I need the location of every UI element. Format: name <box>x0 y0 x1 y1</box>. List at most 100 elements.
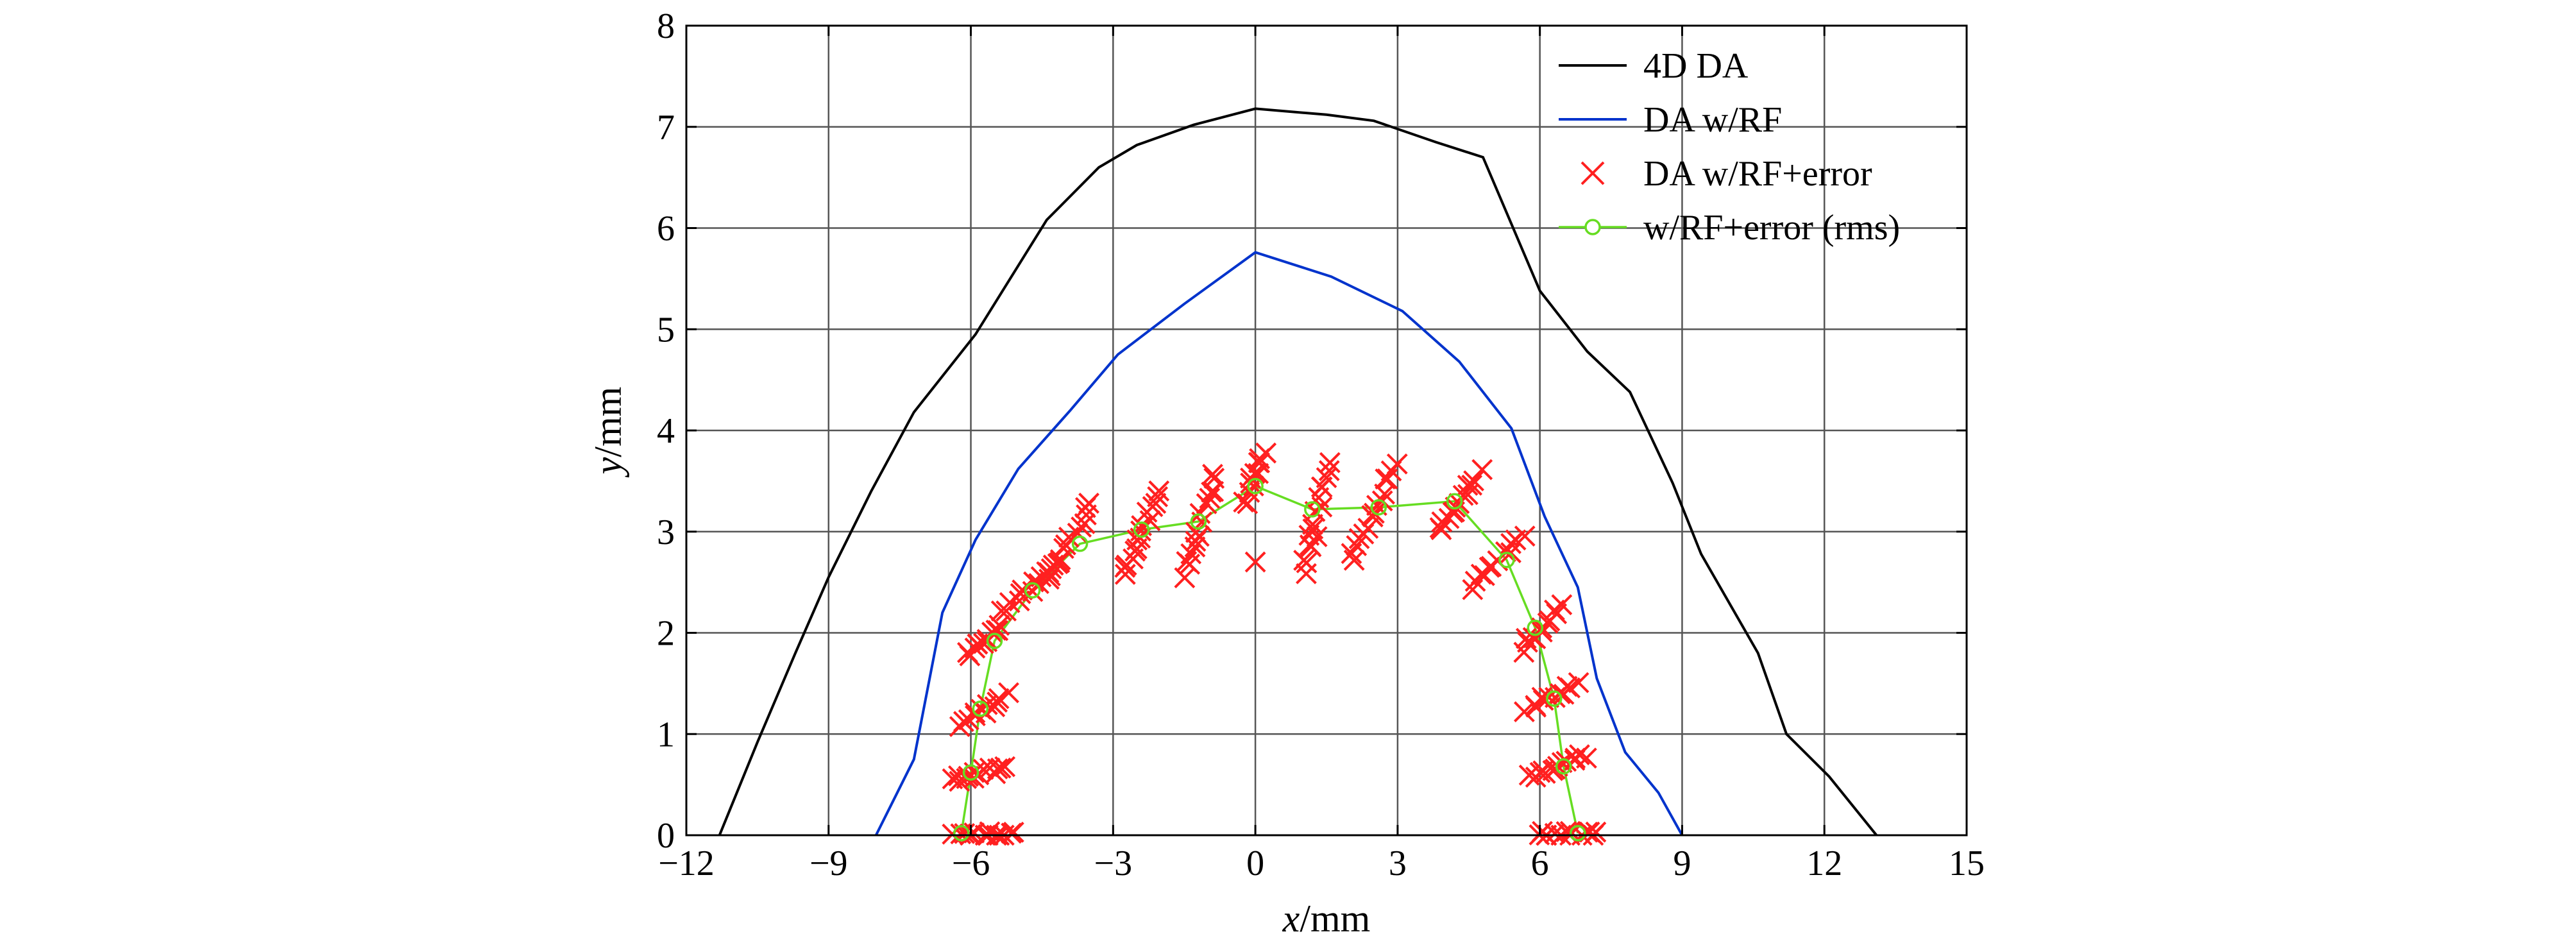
error-point <box>1346 535 1368 557</box>
cross-stroke <box>1471 459 1493 480</box>
error-point <box>1202 463 1223 485</box>
cross-stroke <box>1174 567 1196 589</box>
error-point <box>1319 452 1341 473</box>
error-point <box>987 620 1009 641</box>
error-point <box>1386 453 1408 475</box>
plot-series <box>718 107 1878 846</box>
cross-stroke <box>1255 442 1277 464</box>
error-point <box>1318 460 1340 482</box>
rms-point <box>962 764 979 781</box>
x-tick-label: 12 <box>1806 844 1842 883</box>
cross-stroke <box>1500 542 1521 563</box>
series-line-4d-da <box>718 107 1878 837</box>
cross-stroke <box>1306 526 1328 548</box>
y-tick-label: 4 <box>657 411 675 451</box>
error-point <box>1185 522 1207 543</box>
cross-stroke <box>1239 482 1260 503</box>
cross-stroke <box>1302 514 1323 535</box>
cross-stroke <box>1078 493 1099 514</box>
x-tick-label: −9 <box>809 844 848 883</box>
series-line-da-w-rf <box>874 251 1684 836</box>
rms-point <box>953 825 970 842</box>
error-point <box>1074 513 1096 534</box>
error-point <box>1461 474 1483 496</box>
error-point <box>1067 522 1089 544</box>
rms-point <box>1190 513 1207 530</box>
cross-stroke <box>1067 522 1089 544</box>
rms-point <box>1446 493 1463 510</box>
cross-stroke <box>1233 491 1255 513</box>
error-point <box>1196 493 1217 514</box>
x-tick-label: 0 <box>1246 844 1264 883</box>
legend-label: 4D DA <box>1643 46 1749 86</box>
error-point <box>1244 551 1266 573</box>
legend-item: DA w/RF+error <box>1580 154 1872 194</box>
cross-stroke <box>1319 452 1341 473</box>
cross-stroke <box>988 615 1010 636</box>
error-point <box>998 682 1019 704</box>
cross-stroke <box>1003 821 1024 843</box>
legend: 4D DA DA w/RF DA w/RF+error w/RF+error (rms… <box>1559 46 1900 248</box>
legend-item: DA w/RF <box>1559 100 1782 140</box>
x-axis-title: x/mm <box>1282 897 1371 940</box>
error-point <box>1500 542 1521 563</box>
y-tick-label: 8 <box>657 6 675 46</box>
y-axis-var: y <box>587 457 629 478</box>
grid-lines <box>686 26 1967 835</box>
error-point <box>1514 525 1536 547</box>
rms-point <box>1071 535 1089 552</box>
cross-stroke <box>1569 744 1590 765</box>
error-point <box>994 756 1016 777</box>
error-point <box>987 692 1008 713</box>
y-tick-label: 2 <box>657 614 675 654</box>
cross-stroke <box>1189 503 1211 524</box>
error-point <box>987 758 1008 779</box>
series-markers-da-wrf-error <box>942 442 1607 846</box>
error-point <box>1569 744 1590 765</box>
cross-stroke <box>998 682 1019 704</box>
rms-point <box>1247 478 1264 495</box>
legend-marker <box>1580 161 1605 185</box>
rms-point <box>1304 501 1321 518</box>
error-point <box>1145 493 1167 514</box>
legend-marker <box>1584 219 1601 235</box>
error-point <box>1114 563 1136 585</box>
cross-stroke <box>1463 470 1484 491</box>
cross-stroke <box>1114 563 1136 585</box>
error-point <box>1515 627 1537 649</box>
x-tick-label: −12 <box>658 844 715 883</box>
cross-stroke <box>1074 513 1096 534</box>
cross-stroke <box>987 758 1008 779</box>
cross-stroke <box>1551 594 1573 616</box>
error-point <box>1430 519 1452 541</box>
cross-stroke <box>1049 552 1071 573</box>
cross-stroke <box>1346 535 1368 557</box>
legend-label: w/RF+error (rms) <box>1643 208 1900 248</box>
cross-stroke <box>1514 525 1536 547</box>
cross-stroke <box>1302 518 1324 539</box>
cross-stroke <box>1244 463 1266 484</box>
error-point <box>990 757 1012 779</box>
error-point <box>1293 550 1314 571</box>
cross-stroke <box>1038 568 1060 590</box>
error-point <box>1049 552 1071 573</box>
cross-stroke <box>1196 493 1217 514</box>
legend-label: DA w/RF <box>1643 100 1782 140</box>
cross-stroke <box>1139 510 1161 532</box>
error-point <box>1148 480 1170 502</box>
rms-point <box>972 701 989 717</box>
error-point <box>1233 491 1255 513</box>
error-point <box>1306 526 1328 548</box>
error-point <box>1513 701 1535 722</box>
x-tick-label: −3 <box>1094 844 1133 883</box>
cross-stroke <box>990 757 1012 779</box>
y-tick-label: 1 <box>657 715 675 754</box>
rms-point <box>1555 758 1572 775</box>
cross-stroke <box>1293 550 1314 571</box>
cross-stroke <box>1386 453 1408 475</box>
cross-stroke <box>1568 672 1589 693</box>
cross-stroke <box>1180 543 1202 565</box>
cross-stroke <box>1244 551 1266 573</box>
